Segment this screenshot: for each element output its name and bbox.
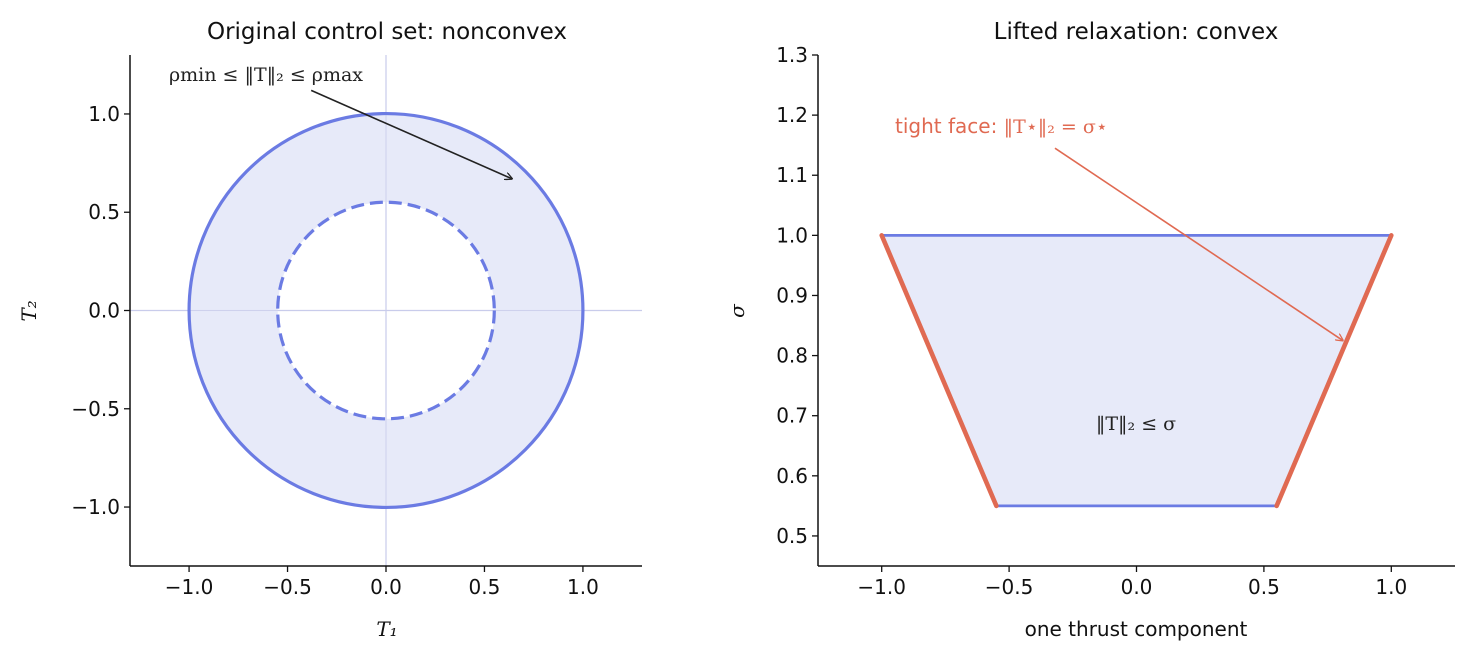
chart2-annotation-arrow	[1054, 147, 1343, 340]
chart2-y-tick-label: 1.0	[776, 223, 808, 247]
chart1-annotation: ρmin ≤ ‖T‖₂ ≤ ρmax	[169, 64, 512, 179]
chart1-y-tick-label: 0.0	[88, 299, 120, 323]
chart1-y-tick-label: 1.0	[88, 102, 120, 126]
chart1-x-tick-label: −1.0	[165, 575, 214, 599]
chart2-y-tick-label: 0.7	[776, 404, 808, 428]
chart1-x-tick-label: 1.0	[567, 575, 599, 599]
chart2-y-tick-label: 0.6	[776, 464, 808, 488]
chart1-y-ticks: −1.0 −0.5 0.0 0.5 1.0	[71, 102, 130, 519]
chart1-inner-circle-dashed	[276, 200, 496, 421]
chart2-y-tick-label: 0.8	[776, 344, 808, 368]
chart1-x-ticks: −1.0 −0.5 0.0 0.5 1.0	[165, 566, 599, 599]
chart2-x-axis-label: one thrust component	[1025, 617, 1248, 641]
chart1-x-tick-label: 0.0	[370, 575, 402, 599]
chart2-annotation-math: ‖T⋆‖₂ = σ⋆	[1004, 116, 1108, 138]
chart1-y-tick-label: 0.5	[88, 200, 120, 224]
chart1-shapes	[130, 55, 642, 566]
chart2-shapes	[879, 233, 1394, 509]
chart2-x-tick-label: −0.5	[985, 575, 1034, 599]
chart1-annotation-text: ρmin ≤ ‖T‖₂ ≤ ρmax	[169, 64, 363, 86]
chart1-annotation-arrow	[310, 89, 512, 178]
chart2-region-label: ‖T‖₂ ≤ σ	[1096, 413, 1176, 435]
chart2-title: Lifted relaxation: convex	[994, 19, 1279, 45]
chart2-annotation: tight face: ‖T⋆‖₂ = σ⋆	[895, 114, 1343, 341]
chart2-x-tick-label: 0.0	[1121, 575, 1153, 599]
chart1-x-axis-label: T₁	[376, 617, 397, 641]
chart-annulus: Original control set: nonconvex −1.0 −0.5…	[17, 19, 642, 641]
chart2-y-ticks: 0.5 0.6 0.7 0.8 0.9 1.0 1.1 1.2 1.3	[776, 43, 818, 548]
chart2-y-tick-label: 0.9	[776, 283, 808, 307]
chart2-y-tick-label: 1.2	[776, 103, 808, 127]
chart1-outer-circle	[187, 111, 585, 510]
chart2-y-tick-label: 1.3	[776, 43, 808, 67]
chart2-polygon-fill	[881, 235, 1392, 506]
chart2-right-tight-face	[1274, 233, 1394, 509]
chart2-y-axis-label: σ	[725, 303, 749, 318]
chart1-y-tick-label: −0.5	[71, 397, 120, 421]
chart2-y-tick-label: 0.5	[776, 524, 808, 548]
chart1-y-tick-label: −1.0	[71, 495, 120, 519]
chart2-x-ticks: −1.0 −0.5 0.0 0.5 1.0	[857, 566, 1407, 599]
chart1-y-axis-label: T₂	[17, 300, 41, 321]
chart2-annotation-prefix: tight face:	[895, 114, 1004, 138]
chart2-x-tick-label: 0.5	[1248, 575, 1280, 599]
chart2-y-tick-label: 1.1	[776, 163, 808, 187]
chart2-left-tight-face	[879, 233, 999, 509]
chart1-annulus-fill	[189, 113, 583, 508]
chart2-x-tick-label: −1.0	[857, 575, 906, 599]
chart-lifted: Lifted relaxation: convex −1.0 −0.5 0.0 0.5…	[725, 19, 1455, 641]
chart2-annotation-text: tight face: ‖T⋆‖₂ = σ⋆	[895, 114, 1108, 138]
chart1-x-tick-label: 0.5	[469, 575, 501, 599]
chart1-x-tick-label: −0.5	[263, 575, 312, 599]
chart2-x-tick-label: 1.0	[1375, 575, 1407, 599]
chart1-title: Original control set: nonconvex	[207, 19, 567, 45]
